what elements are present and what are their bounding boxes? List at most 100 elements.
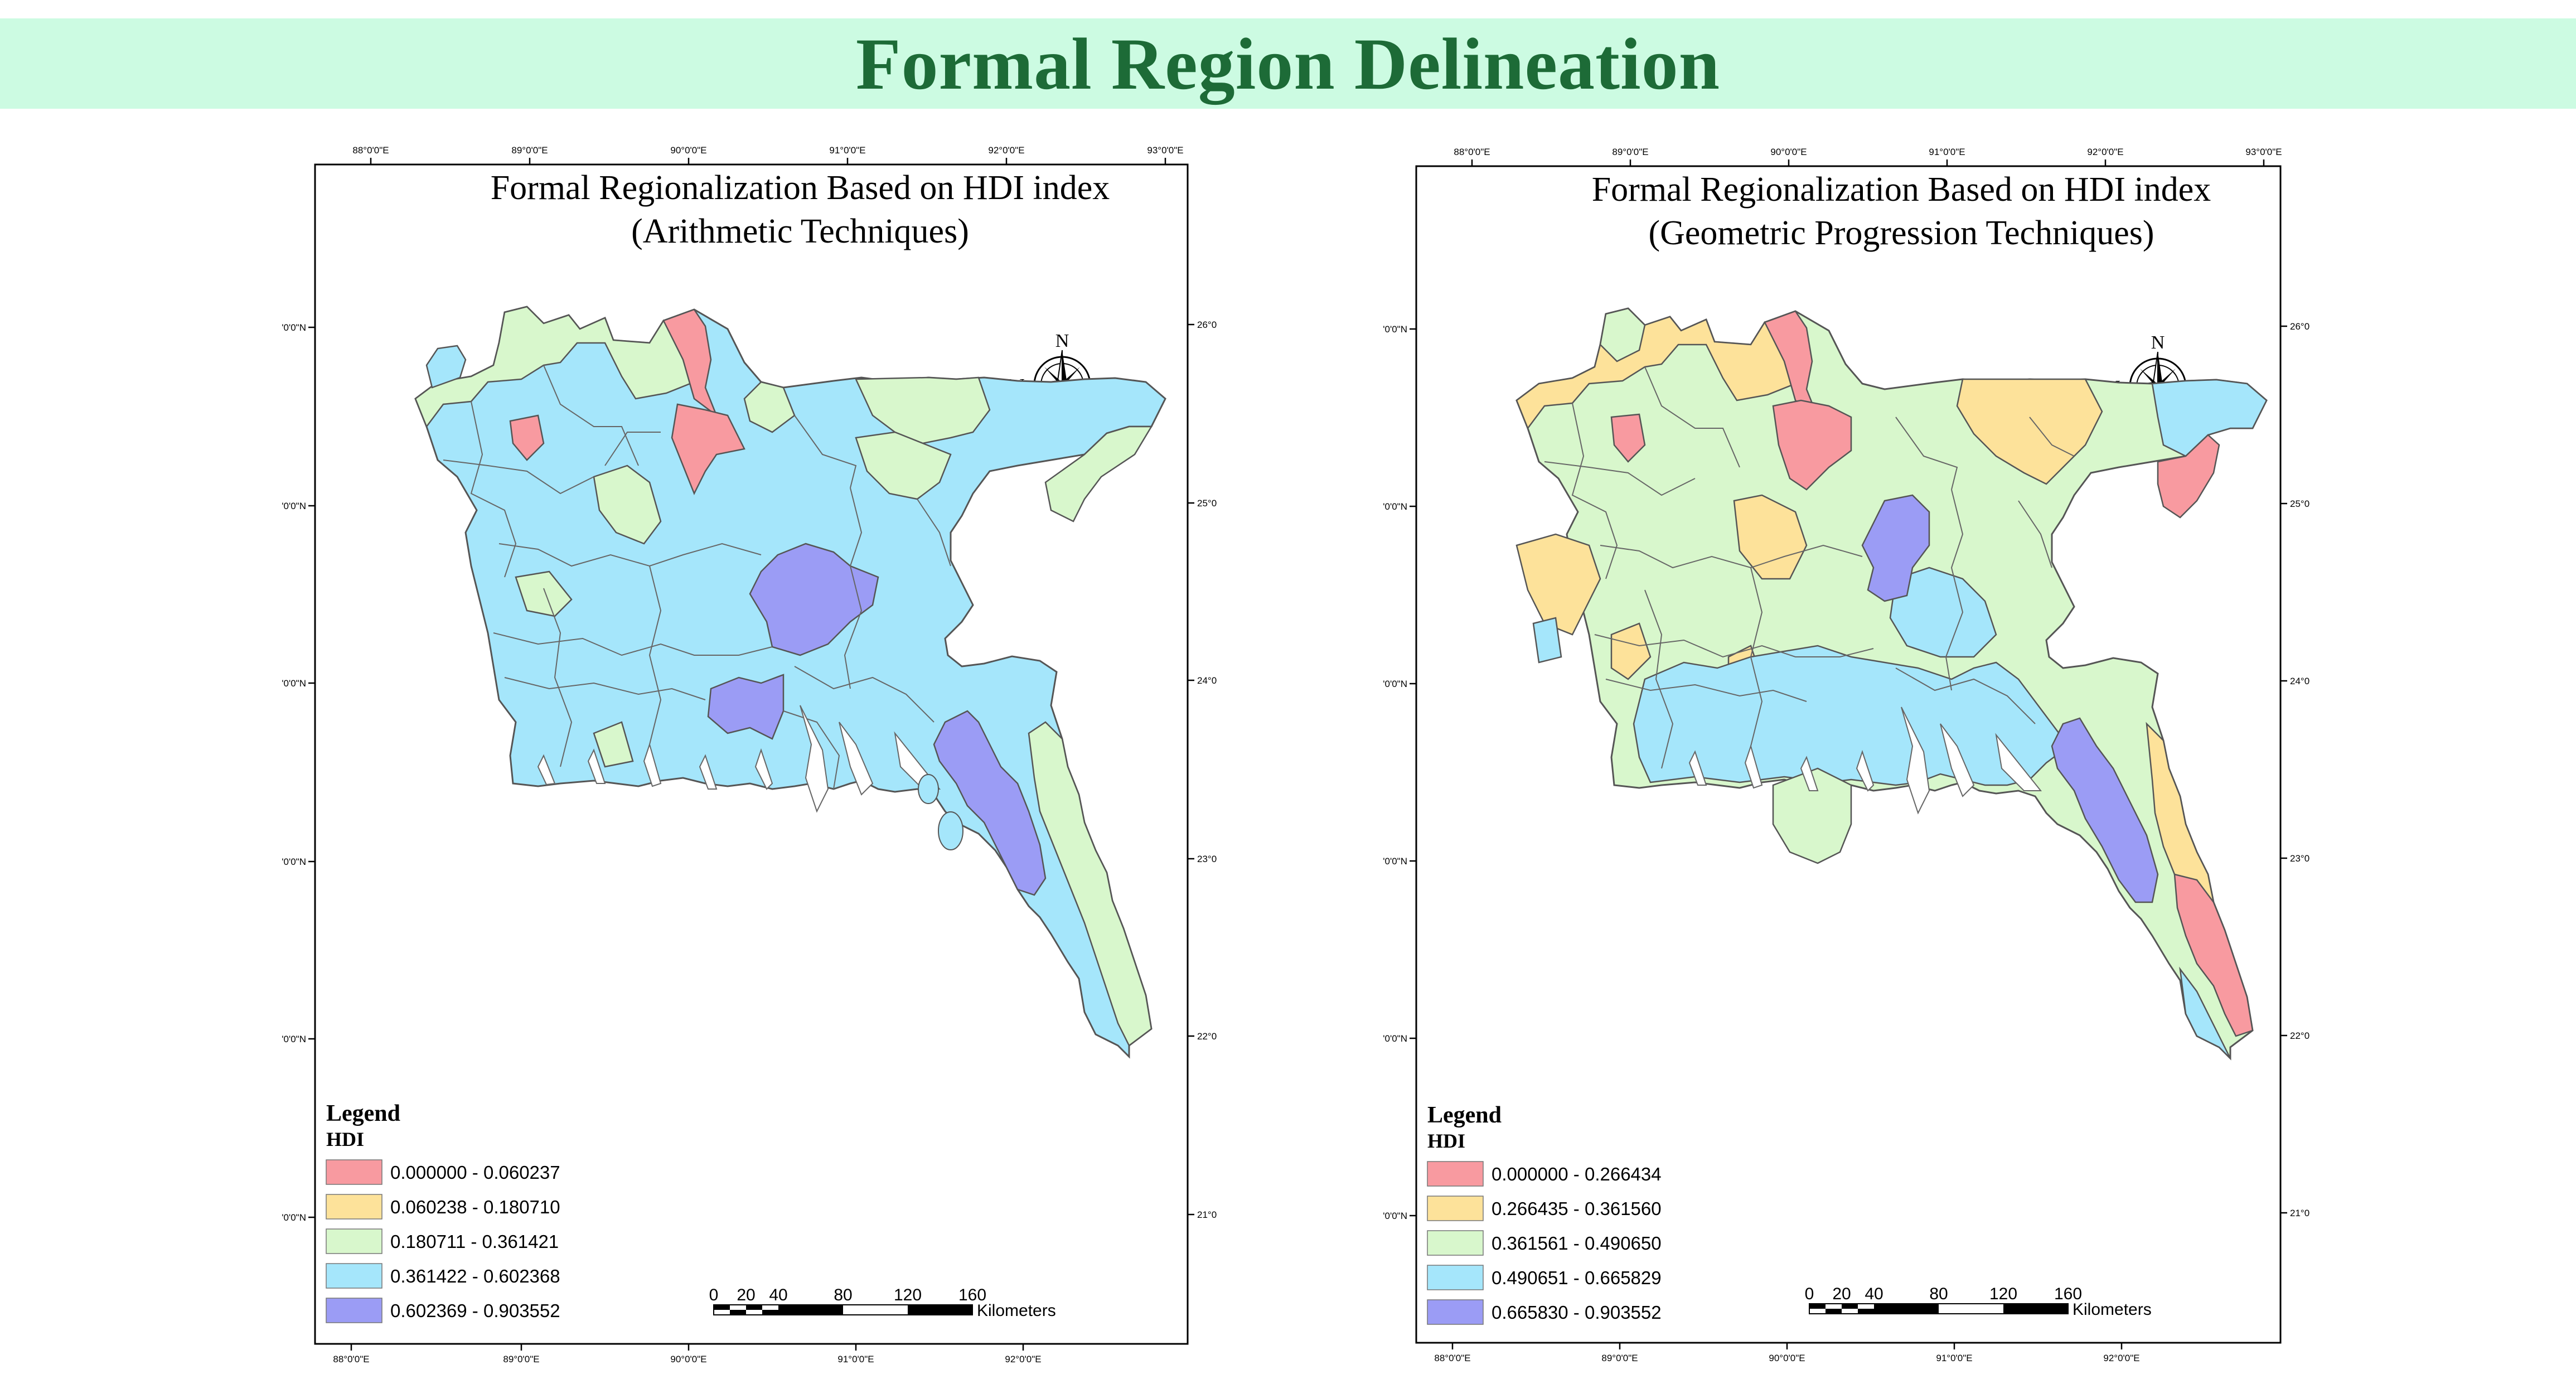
lat-label: 25°0 bbox=[2290, 499, 2309, 509]
lon-label: 88°0'0"E bbox=[1454, 147, 1490, 157]
lon-label: 90°0'0"E bbox=[1770, 147, 1807, 157]
legend-title: Legend bbox=[1427, 1102, 1502, 1128]
scale-tick-label: 120 bbox=[1989, 1285, 2017, 1303]
map-title-line1: Formal Regionalization Based on HDI inde… bbox=[1592, 171, 2211, 209]
legend-label: 0.361561 - 0.490650 bbox=[1492, 1233, 1662, 1254]
lon-label: 91°0'0"E bbox=[829, 145, 865, 156]
lat-label: '0'0"N bbox=[282, 1212, 306, 1223]
compass-north: N bbox=[2151, 332, 2165, 353]
lon-label: 91°0'0"E bbox=[1929, 147, 1965, 157]
scale-tick-label: 40 bbox=[769, 1286, 787, 1304]
choropleth-map bbox=[1515, 307, 2268, 1059]
scale-tick-label: 80 bbox=[1929, 1285, 1948, 1303]
lon-label: 92°0'0"E bbox=[2087, 147, 2123, 157]
lat-label: '0'0"N bbox=[282, 501, 306, 511]
maps-canvas: 88°0'0"E 89°0'0"E 90°0'0"E 91°0'0"E 92°0… bbox=[282, 145, 2309, 1365]
lat-label: '0'0"N bbox=[282, 1034, 306, 1044]
left-latitude-labels: '0'0"N '0'0"N '0'0"N '0'0"N '0'0"N '0'0"… bbox=[282, 322, 315, 1223]
legend-item: 0.490651 - 0.665829 bbox=[1427, 1265, 1662, 1290]
lat-label: 21°0 bbox=[1197, 1209, 1217, 1220]
lon-label: 89°0'0"E bbox=[511, 145, 548, 156]
lon-label: 93°0'0"E bbox=[2245, 147, 2282, 157]
legend-subtitle: HDI bbox=[1427, 1130, 1465, 1152]
lat-label: 24°0 bbox=[2290, 676, 2309, 686]
legend-item: 0.361561 - 0.490650 bbox=[1427, 1230, 1662, 1256]
legend-label: 0.000000 - 0.060237 bbox=[390, 1162, 560, 1183]
lon-label: 88°0'0"E bbox=[333, 1354, 369, 1365]
lon-label: 92°0'0"E bbox=[2103, 1353, 2139, 1363]
scale-unit: Kilometers bbox=[977, 1301, 1056, 1320]
lat-label: '0'0"N bbox=[1383, 1033, 1407, 1044]
legend-label: 0.060238 - 0.180710 bbox=[390, 1197, 560, 1217]
bottom-longitude-labels: 88°0'0"E 89°0'0"E 90°0'0"E 91°0'0"E 92°0… bbox=[333, 1344, 1042, 1365]
legend-item: 0.000000 - 0.060237 bbox=[326, 1159, 560, 1185]
lon-label: 89°0'0"E bbox=[1601, 1353, 1638, 1363]
legend: Legend HDI 0.000000 - 0.060237 0.060238 … bbox=[326, 1101, 560, 1323]
scale-tick-label: 40 bbox=[1865, 1285, 1883, 1303]
lon-label: 91°0'0"E bbox=[837, 1354, 874, 1365]
lat-label: 21°0 bbox=[2290, 1208, 2309, 1218]
legend-label: 0.361422 - 0.602368 bbox=[390, 1266, 560, 1286]
right-latitude-labels: 26°0 25°0 24°0 23°0 22°0 21°0 bbox=[2280, 321, 2309, 1218]
scale-tick-label: 0 bbox=[1805, 1285, 1814, 1303]
legend-label: 0.180711 - 0.361421 bbox=[390, 1231, 559, 1252]
lat-label: 26°0 bbox=[1197, 320, 1217, 330]
legend-item: 0.602369 - 0.903552 bbox=[326, 1298, 560, 1323]
legend-item: 0.266435 - 0.361560 bbox=[1427, 1196, 1662, 1221]
scale-unit: Kilometers bbox=[2073, 1300, 2152, 1319]
title-banner: Formal Region Delineation bbox=[0, 18, 2576, 109]
district-borders bbox=[1544, 366, 2075, 769]
lat-label: 22°0 bbox=[2290, 1030, 2309, 1041]
lat-label: '0'0"N bbox=[1383, 324, 1407, 335]
lon-label: 90°0'0"E bbox=[670, 145, 706, 156]
map-geometric: 88°0'0"E 89°0'0"E 90°0'0"E 91°0'0"E 92°0… bbox=[1383, 147, 2309, 1363]
scale-tick-label: 0 bbox=[709, 1286, 719, 1304]
legend-label: 0.490651 - 0.665829 bbox=[1492, 1267, 1662, 1288]
choropleth-map bbox=[414, 306, 1166, 1058]
lat-label: 24°0 bbox=[1197, 675, 1217, 686]
scale-bar: 0 20 40 80 120 160 Kilometers bbox=[1805, 1285, 2152, 1319]
legend-item: 0.665830 - 0.903552 bbox=[1427, 1299, 1662, 1325]
legend-item: 0.361422 - 0.602368 bbox=[326, 1263, 560, 1289]
lon-label: 88°0'0"E bbox=[352, 145, 389, 156]
map-title-line1: Formal Regionalization Based on HDI inde… bbox=[491, 169, 1110, 207]
scale-tick-label: 20 bbox=[1832, 1285, 1851, 1303]
lon-label: 89°0'0"E bbox=[1612, 147, 1648, 157]
lat-label: 26°0 bbox=[2290, 321, 2309, 332]
lat-label: '0'0"N bbox=[282, 857, 306, 867]
legend-label: 0.000000 - 0.266434 bbox=[1492, 1164, 1662, 1184]
lat-label: 23°0 bbox=[2290, 853, 2309, 864]
scale-tick-label: 160 bbox=[2054, 1285, 2082, 1303]
lat-label: 23°0 bbox=[1197, 854, 1217, 864]
map-arithmetic: 88°0'0"E 89°0'0"E 90°0'0"E 91°0'0"E 92°0… bbox=[282, 145, 1217, 1365]
lon-label: 92°0'0"E bbox=[1005, 1354, 1041, 1365]
legend-label: 0.266435 - 0.361560 bbox=[1492, 1198, 1662, 1219]
legend-title: Legend bbox=[326, 1101, 400, 1126]
scale-tick-label: 120 bbox=[894, 1286, 922, 1304]
lat-label: '0'0"N bbox=[282, 322, 306, 333]
top-longitude-labels: 88°0'0"E 89°0'0"E 90°0'0"E 91°0'0"E 92°0… bbox=[1454, 147, 2282, 166]
lat-label: '0'0"N bbox=[1383, 679, 1407, 689]
legend: Legend HDI 0.000000 - 0.266434 0.266435 … bbox=[1427, 1102, 1662, 1325]
scale-tick-label: 80 bbox=[834, 1286, 852, 1304]
legend-item: 0.000000 - 0.266434 bbox=[1427, 1161, 1662, 1187]
compass-north: N bbox=[1055, 331, 1069, 351]
legend-label: 0.602369 - 0.903552 bbox=[390, 1300, 560, 1321]
legend-subtitle: HDI bbox=[326, 1128, 364, 1150]
lat-label: 22°0 bbox=[1197, 1031, 1217, 1042]
top-longitude-labels: 88°0'0"E 89°0'0"E 90°0'0"E 91°0'0"E 92°0… bbox=[352, 145, 1184, 164]
page-title: Formal Region Delineation bbox=[855, 22, 1721, 105]
river-delta bbox=[537, 705, 963, 850]
scale-tick-label: 20 bbox=[737, 1286, 755, 1304]
legend-label: 0.665830 - 0.903552 bbox=[1492, 1302, 1662, 1323]
lat-label: '0'0"N bbox=[282, 678, 306, 689]
lon-label: 90°0'0"E bbox=[1769, 1353, 1805, 1363]
legend-item: 0.180711 - 0.361421 bbox=[326, 1228, 559, 1254]
map-title-line2: (Arithmetic Techniques) bbox=[631, 212, 969, 250]
lat-label: '0'0"N bbox=[1383, 501, 1407, 512]
district-borders bbox=[443, 365, 951, 790]
lon-label: 93°0'0"E bbox=[1147, 145, 1183, 156]
lon-label: 90°0'0"E bbox=[670, 1354, 706, 1365]
river-delta bbox=[1688, 707, 2042, 815]
lat-label: 25°0 bbox=[1197, 498, 1217, 509]
